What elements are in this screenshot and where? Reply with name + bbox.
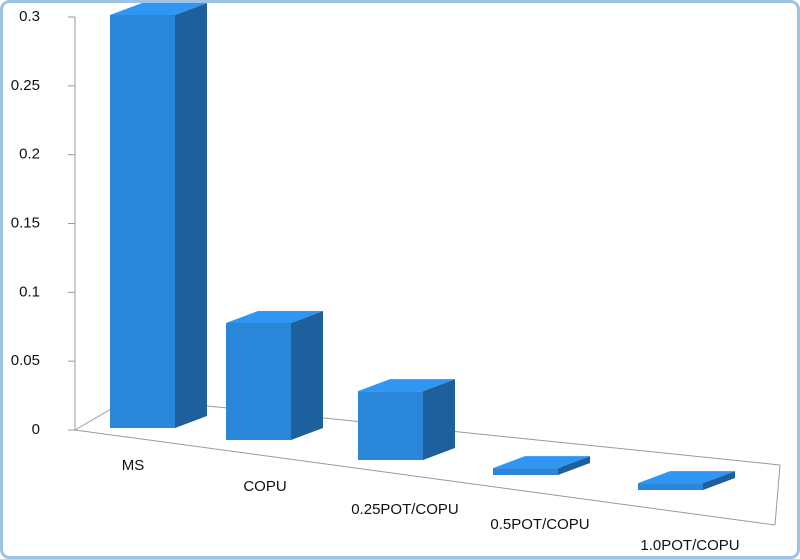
- bar: [493, 468, 558, 475]
- y-tick-label: 0.25: [11, 77, 40, 94]
- x-tick-label: 1.0POT/COPU: [640, 537, 739, 554]
- bar-top: [226, 310, 323, 323]
- bar: [638, 483, 703, 490]
- bar-top: [110, 3, 207, 15]
- x-tick-label: 0.25POT/COPU: [351, 501, 459, 518]
- y-tick-label: 0.05: [11, 352, 40, 369]
- bar-side: [423, 379, 455, 460]
- y-tick-label: 0.1: [19, 283, 40, 300]
- bar-top: [493, 456, 590, 469]
- floor-front: [74, 429, 776, 526]
- y-tick-label: 0.3: [19, 8, 40, 25]
- bar-top: [358, 379, 455, 392]
- bar-side: [175, 3, 207, 428]
- bar-side: [703, 471, 735, 490]
- floor-right: [774, 464, 781, 526]
- bar-side: [558, 456, 590, 475]
- bar: [110, 15, 175, 428]
- bar-side: [291, 310, 323, 440]
- x-tick-label: MS: [122, 457, 145, 474]
- x-tick-label: 0.5POT/COPU: [490, 516, 589, 533]
- bar-top: [638, 471, 735, 484]
- x-tick-label: COPU: [243, 478, 286, 495]
- bar: [226, 322, 291, 440]
- bar: [358, 391, 423, 460]
- y-tick-label: 0.15: [11, 214, 40, 231]
- y-tick-label: 0.2: [19, 146, 40, 163]
- y-tick-label: 0: [32, 421, 40, 438]
